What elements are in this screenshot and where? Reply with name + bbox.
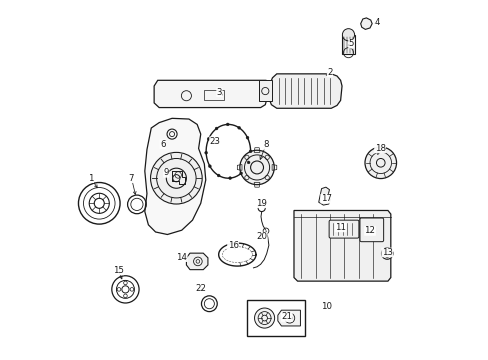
Polygon shape	[293, 211, 390, 281]
Circle shape	[208, 165, 211, 168]
FancyBboxPatch shape	[359, 218, 383, 242]
Text: 22: 22	[195, 284, 206, 293]
Text: 15: 15	[113, 266, 123, 275]
Text: 7: 7	[128, 174, 134, 183]
Polygon shape	[318, 187, 330, 205]
Circle shape	[254, 308, 274, 328]
Text: 5: 5	[348, 39, 353, 48]
Text: 8: 8	[263, 140, 268, 149]
Circle shape	[246, 161, 249, 164]
Text: 20: 20	[256, 232, 266, 241]
Text: 17: 17	[320, 194, 331, 203]
Circle shape	[228, 177, 231, 180]
Circle shape	[245, 136, 248, 139]
Text: 23: 23	[209, 137, 220, 146]
Text: 2: 2	[326, 68, 332, 77]
Circle shape	[204, 151, 207, 154]
Text: 13: 13	[381, 248, 392, 257]
Text: 4: 4	[374, 18, 379, 27]
Circle shape	[237, 126, 240, 129]
Circle shape	[226, 123, 229, 126]
Text: 14: 14	[176, 253, 187, 262]
Circle shape	[249, 150, 251, 153]
Text: 9: 9	[163, 168, 169, 177]
Text: 16: 16	[227, 241, 238, 250]
FancyBboxPatch shape	[328, 220, 358, 238]
Text: 18: 18	[374, 144, 385, 153]
Circle shape	[381, 248, 392, 259]
Polygon shape	[258, 80, 272, 101]
Circle shape	[239, 150, 274, 185]
Text: 12: 12	[364, 226, 375, 235]
Text: 19: 19	[256, 199, 266, 208]
Circle shape	[207, 138, 210, 140]
Text: 3: 3	[216, 87, 222, 96]
Text: 1: 1	[88, 174, 94, 183]
Text: 6: 6	[160, 140, 165, 149]
Text: 21: 21	[281, 312, 292, 321]
Polygon shape	[186, 253, 207, 270]
Circle shape	[215, 127, 218, 130]
Bar	[341, 35, 354, 54]
Circle shape	[217, 174, 220, 177]
Polygon shape	[144, 118, 205, 234]
Circle shape	[364, 147, 396, 179]
Circle shape	[150, 152, 202, 204]
Circle shape	[239, 172, 242, 175]
Polygon shape	[268, 74, 341, 108]
Circle shape	[342, 29, 354, 41]
Text: 11: 11	[334, 223, 346, 232]
Bar	[247, 300, 305, 336]
Polygon shape	[360, 18, 371, 30]
Polygon shape	[154, 80, 270, 108]
Text: 10: 10	[320, 302, 331, 311]
Polygon shape	[277, 310, 300, 326]
